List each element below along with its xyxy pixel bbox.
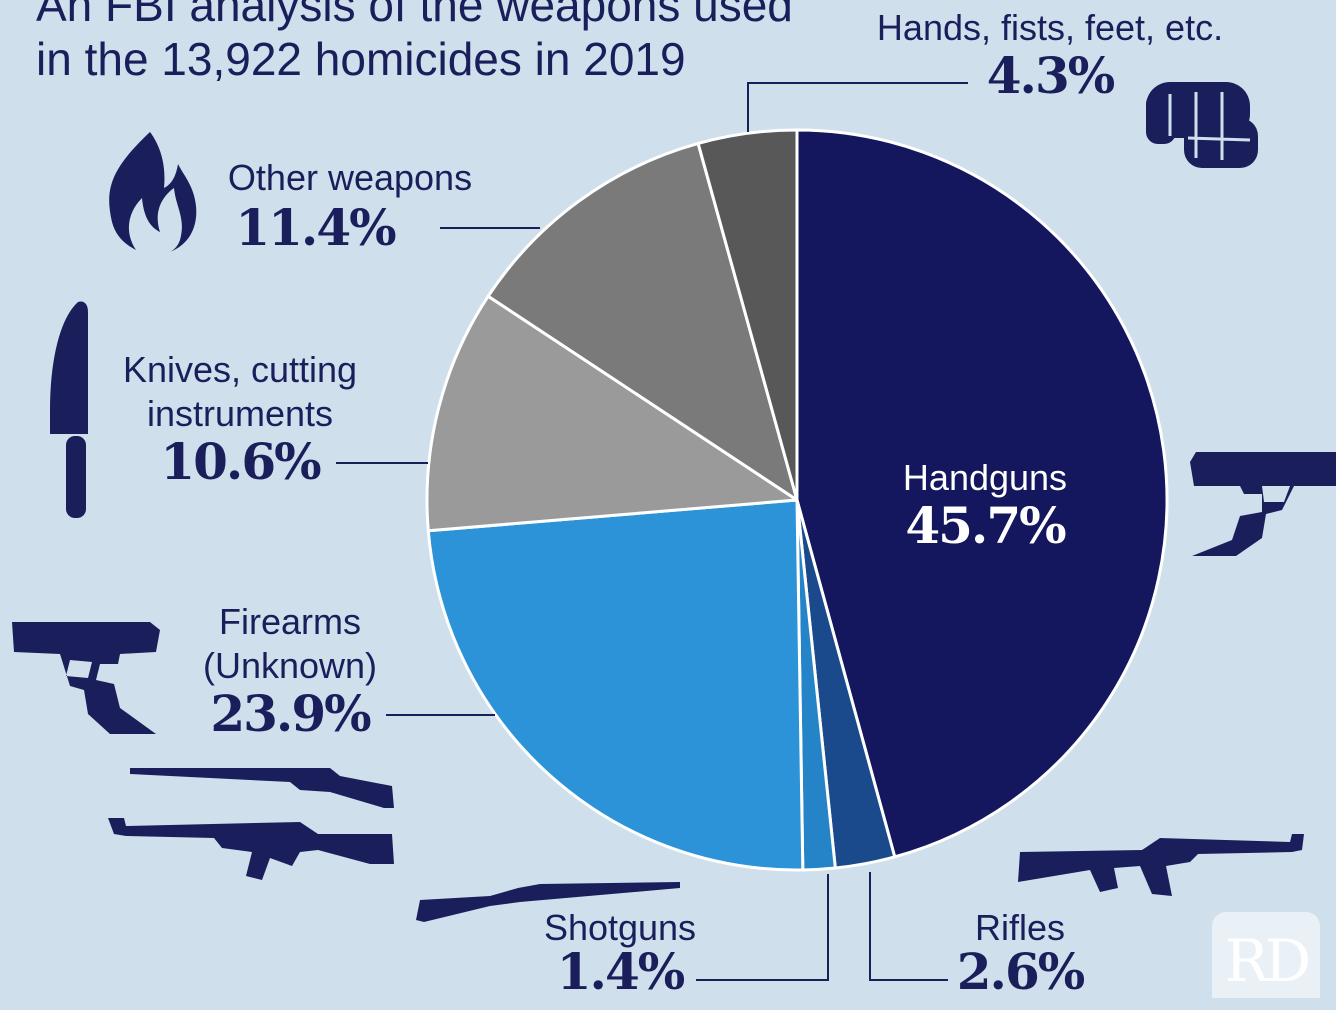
rifle-icon-left-ak <box>108 818 394 880</box>
knife-icon <box>50 301 88 518</box>
rd-watermark-logo: RD <box>1212 912 1320 998</box>
shotgun-icon <box>416 882 680 922</box>
label-rifles-pct: 2.6% <box>956 942 1086 1001</box>
label-knives-line2: instruments <box>146 393 334 434</box>
pie-slice-firearms-unknown <box>426 498 805 872</box>
label-shotguns: Shotguns 1.4% <box>520 906 720 1000</box>
label-firearms-line1: Firearms <box>219 601 361 642</box>
handgun-icon-right <box>1190 452 1336 556</box>
label-firearms-line2: (Unknown) <box>202 645 378 686</box>
title-line-2: in the 13,922 homicides in 2019 <box>36 33 686 85</box>
leader-rifles <box>869 872 948 981</box>
rifle-icon-right <box>1018 834 1304 896</box>
label-handguns-name: Handguns <box>902 457 1068 498</box>
leader-hands <box>747 82 968 132</box>
label-rifles: Rifles 2.6% <box>940 906 1100 1000</box>
pie-slices <box>425 128 1169 872</box>
chart-title: An FBI analysis of the weapons used in t… <box>36 0 793 86</box>
label-shotguns-name: Shotguns <box>543 907 697 948</box>
label-firearms: Firearms (Unknown) 23.9% <box>180 600 400 742</box>
leader-lines <box>336 82 968 981</box>
label-hands: Hands, fists, feet, etc. 4.3% <box>870 6 1230 104</box>
label-firearms-pct: 23.9% <box>210 684 371 743</box>
fist-icon <box>1146 82 1258 168</box>
label-rifles-name: Rifles <box>974 907 1066 948</box>
pie-slice-knives-cutting-instruments <box>425 294 799 533</box>
rifle-icon-left-top <box>130 768 394 808</box>
label-other: Other weapons 11.4% <box>210 156 490 256</box>
label-handguns-pct: 45.7% <box>905 496 1066 555</box>
label-knives: Knives, cutting instruments 10.6% <box>100 348 380 490</box>
label-other-name: Other weapons <box>227 157 473 198</box>
label-shotguns-pct: 1.4% <box>556 942 686 1001</box>
label-handguns: Handguns 45.7% <box>880 456 1090 554</box>
handgun-icon-left <box>12 622 160 734</box>
title-line-1: An FBI analysis of the weapons used <box>36 0 793 31</box>
pie-slice-hands-fists-feet-etc <box>696 128 799 502</box>
label-hands-pct: 4.3% <box>986 46 1116 105</box>
label-knives-pct: 10.6% <box>160 432 321 491</box>
pie-slice-other-weapons <box>486 141 799 502</box>
leader-shotguns <box>696 874 829 981</box>
pie-slice-handguns <box>795 128 1169 859</box>
label-hands-name: Hands, fists, feet, etc. <box>876 7 1224 48</box>
label-knives-line1: Knives, cutting <box>122 349 358 390</box>
label-other-pct: 11.4% <box>235 198 396 257</box>
flame-icon <box>109 132 197 252</box>
